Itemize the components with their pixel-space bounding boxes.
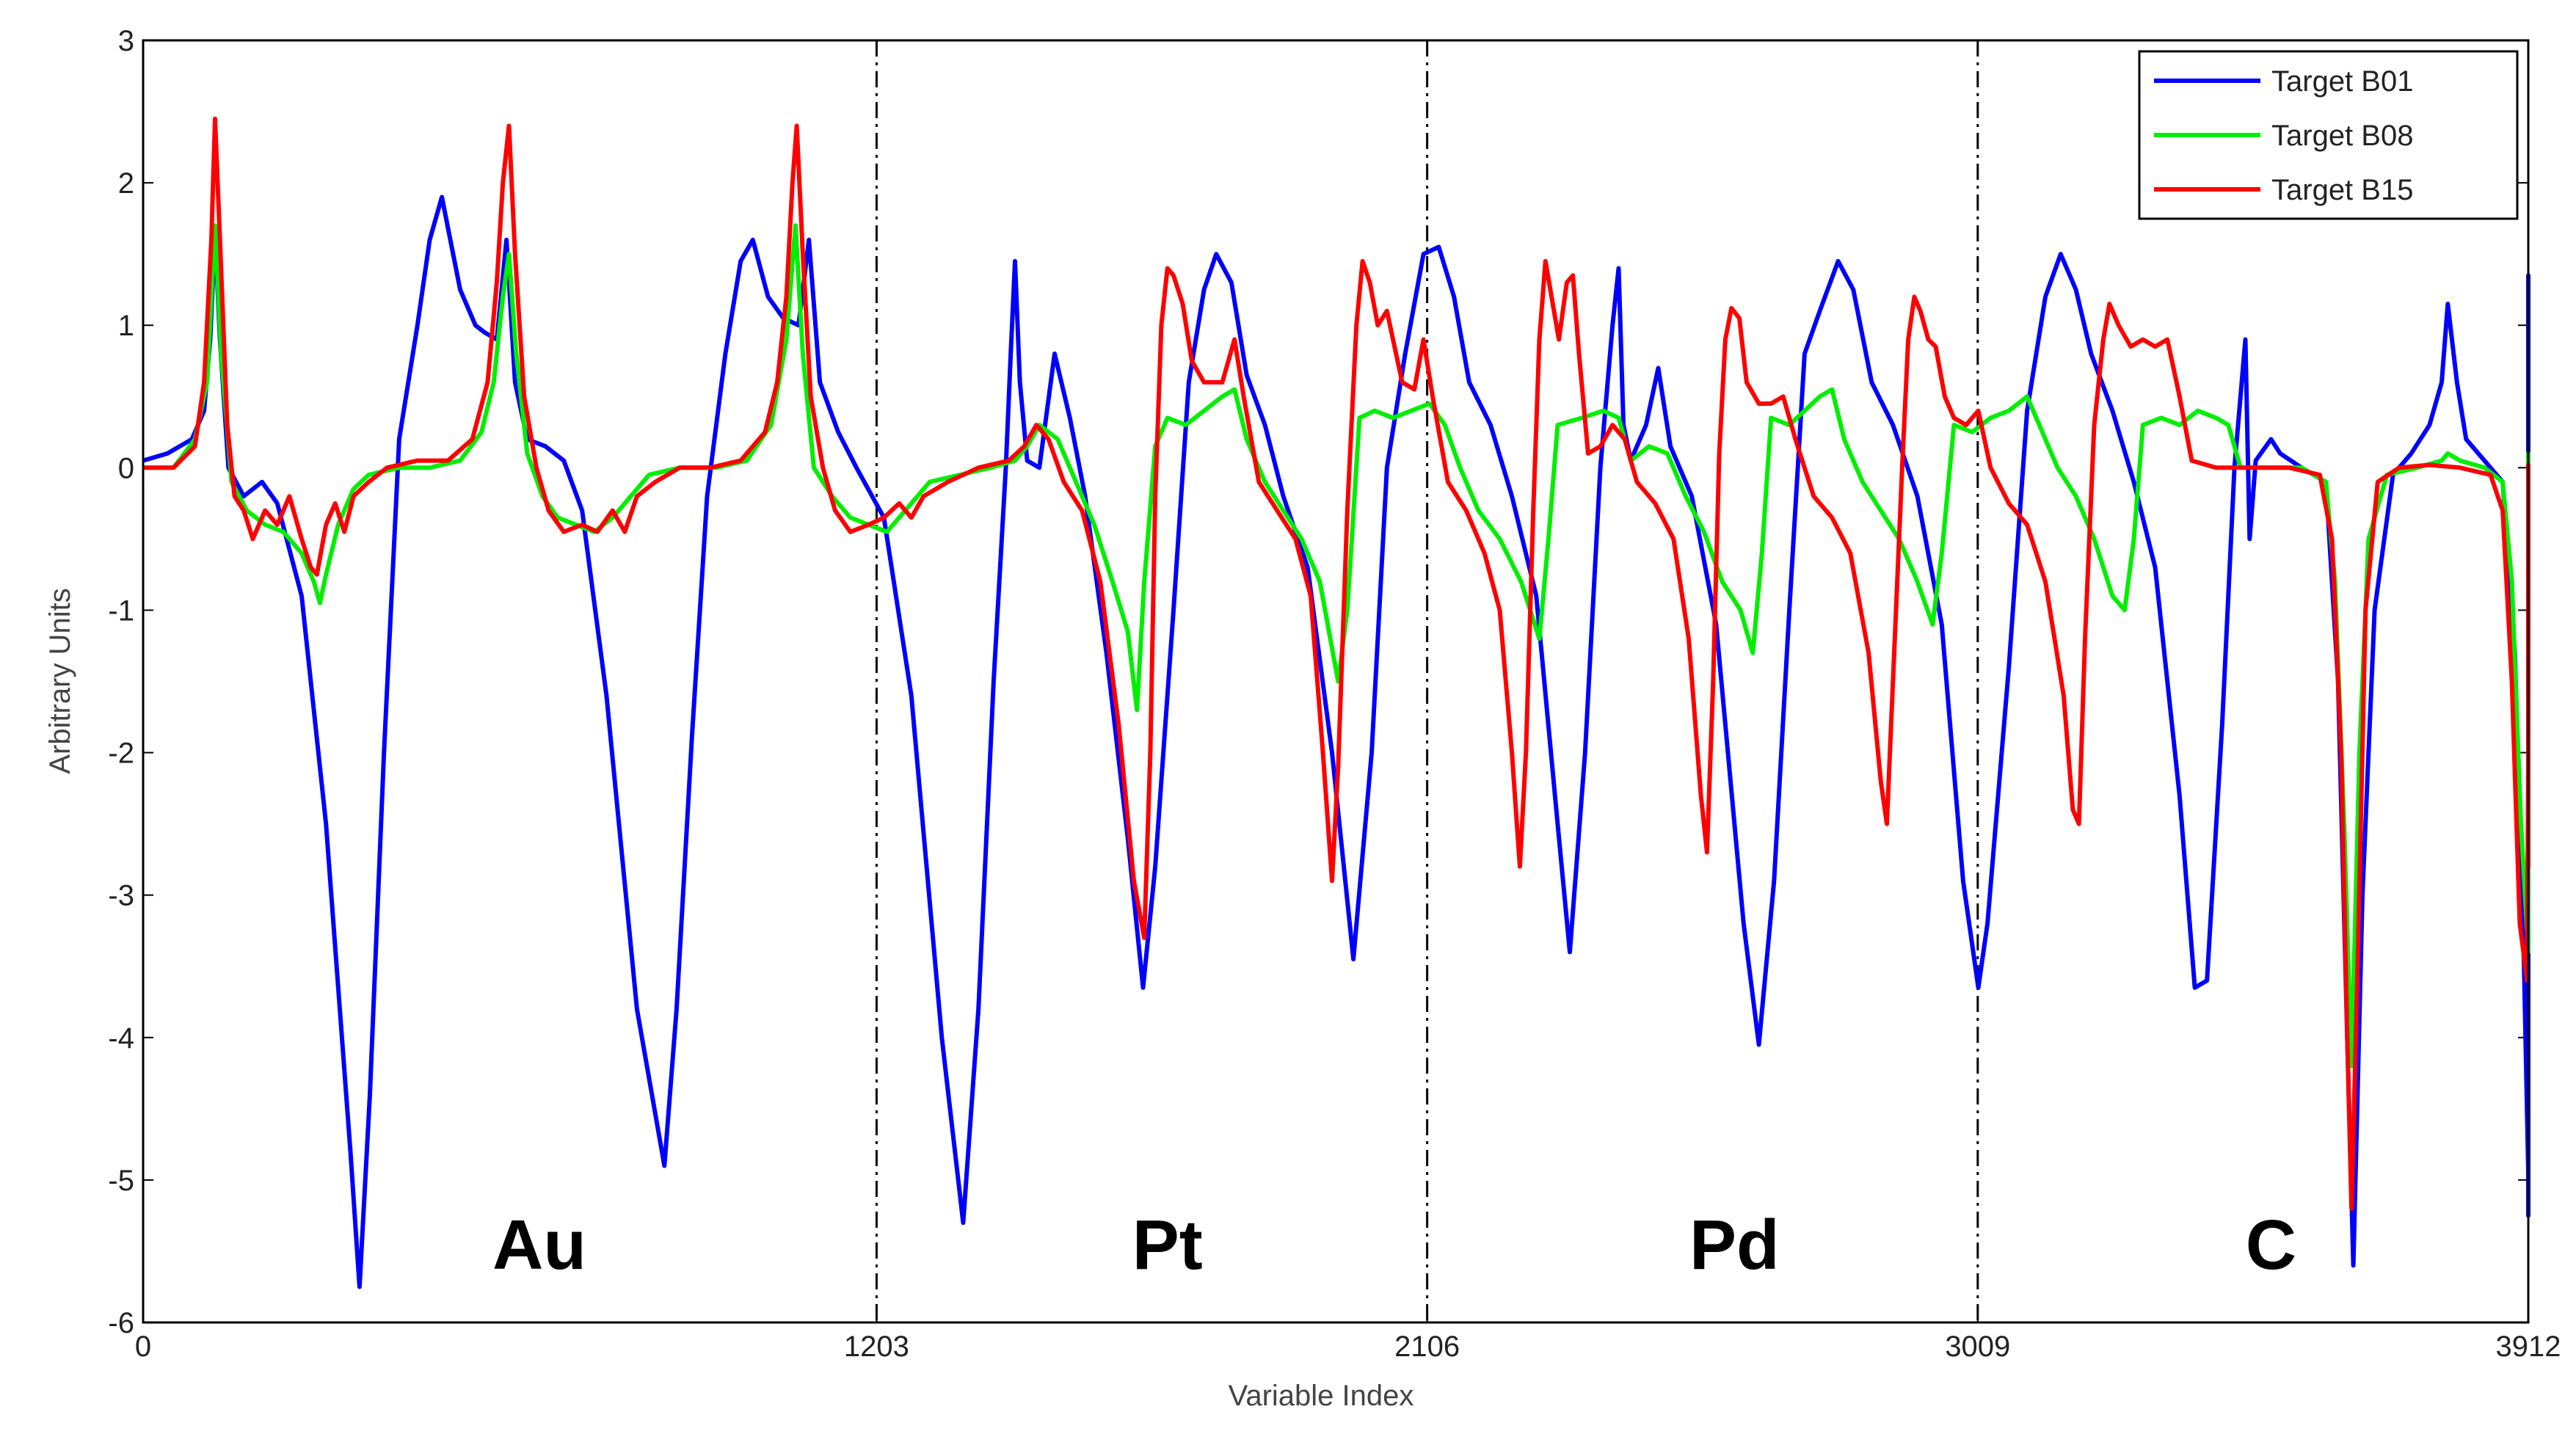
legend: Target B01 Target B08 Target B15 <box>2138 50 2519 220</box>
x-axis-ticks: 0 1203 2106 3009 3912 <box>135 40 2561 1363</box>
x-tick-label: 0 <box>135 1331 151 1363</box>
x-axis-label: Variable Index <box>1229 1380 1414 1412</box>
series-line-target-b15 <box>143 116 2530 1211</box>
x-tick-label: 1203 <box>844 1331 909 1363</box>
series-layer <box>142 116 2530 1289</box>
y-tick-label: 0 <box>118 452 134 484</box>
y-tick-label: 2 <box>118 167 134 200</box>
y-axis-label: Arbitrary Units <box>44 588 76 774</box>
y-tick-label: -2 <box>108 738 134 770</box>
legend-label-b01: Target B01 <box>2271 65 2413 98</box>
y-tick-label: -1 <box>108 594 134 627</box>
region-label-au: Au <box>492 1206 586 1284</box>
region-separators <box>875 40 1979 1322</box>
region-labels: Au Pt Pd C <box>492 1206 2296 1284</box>
y-tick-label: -4 <box>108 1022 134 1055</box>
y-tick-label: -5 <box>108 1165 134 1197</box>
region-label-c: C <box>2246 1206 2296 1284</box>
plot-frame <box>142 39 2530 1324</box>
x-tick-label: 2106 <box>1394 1331 1460 1363</box>
x-tick-label: 3009 <box>1945 1331 2010 1363</box>
region-label-pd: Pd <box>1689 1206 1780 1284</box>
y-tick-label: -3 <box>108 880 134 912</box>
legend-label-b08: Target B08 <box>2271 120 2413 152</box>
series-line-target-b08 <box>143 223 2530 1069</box>
region-label-pt: Pt <box>1132 1206 1203 1284</box>
x-tick-label: 3912 <box>2496 1331 2561 1363</box>
y-axis-ticks: -6 -5 -4 -3 -2 -1 0 1 2 3 <box>108 25 2528 1339</box>
y-tick-label: 1 <box>118 310 134 342</box>
plot-background <box>143 40 2528 1322</box>
y-tick-label: 3 <box>118 25 134 57</box>
legend-label-b15: Target B15 <box>2271 174 2413 206</box>
y-tick-label: -6 <box>108 1307 134 1339</box>
series-line-target-b01 <box>142 194 2530 1289</box>
